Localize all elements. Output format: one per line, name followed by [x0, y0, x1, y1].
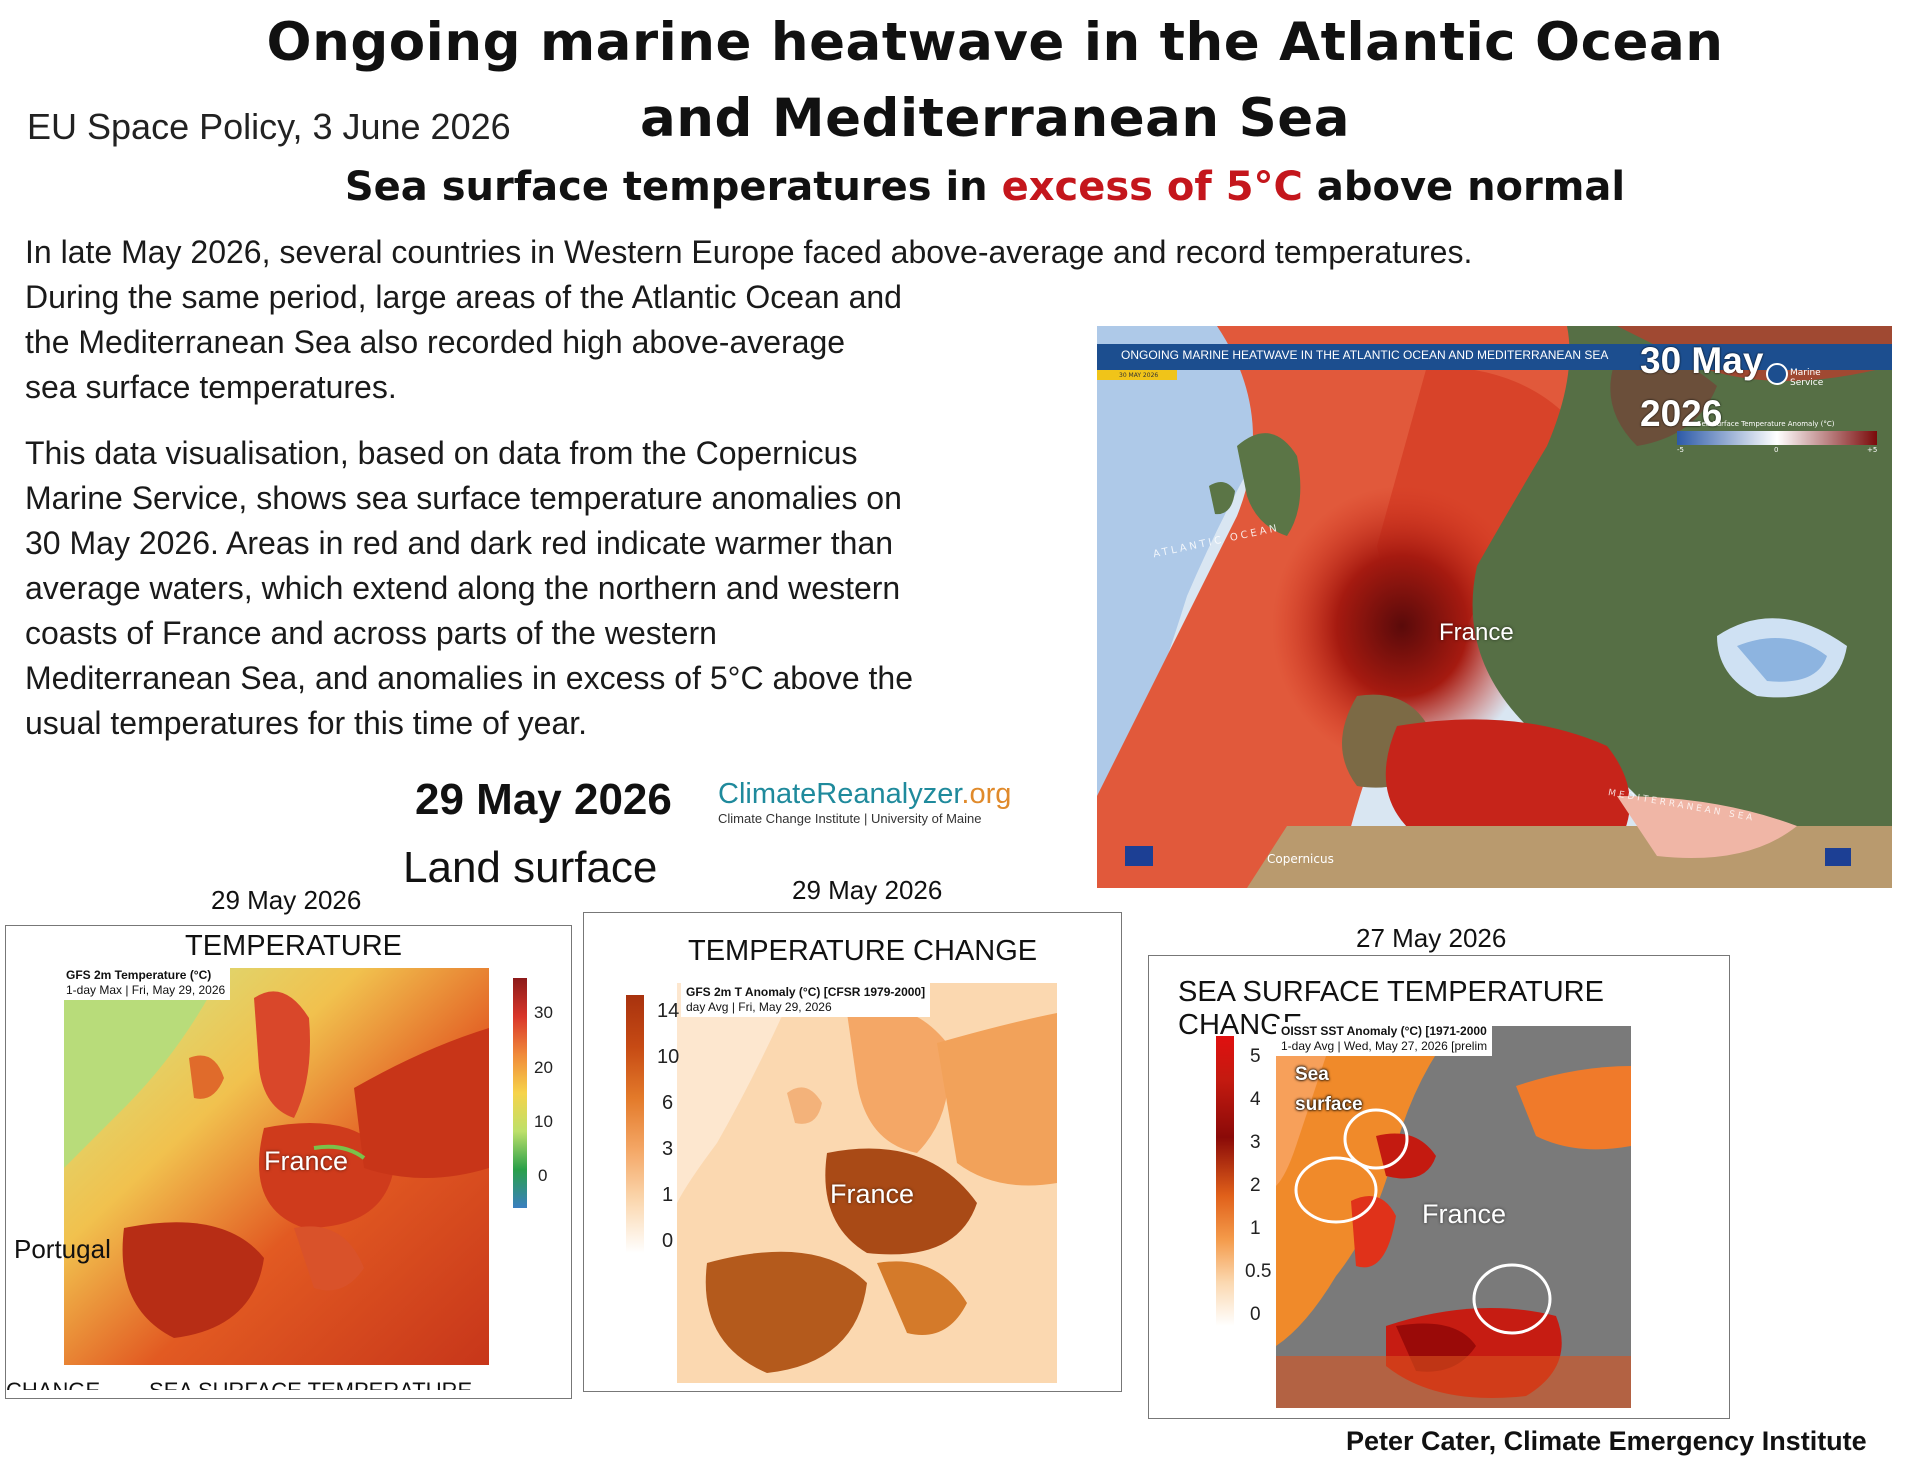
panel-change-title: TEMPERATURE CHANGE	[688, 935, 1038, 967]
change-tick: 0	[662, 1230, 674, 1252]
credit: Peter Cater, Climate Emergency Institute	[1346, 1426, 1867, 1456]
paragraph-1-line: the Mediterranean Sea also recorded high…	[25, 324, 846, 360]
legend-tick-min: -5	[1677, 446, 1684, 454]
marine-service-line1: Marine	[1790, 368, 1821, 378]
copernicus-map-graphic	[1097, 326, 1892, 888]
change-tick: 6	[662, 1092, 674, 1114]
temperature-inset-line2: 1-day Max | Fri, May 29, 2026	[66, 983, 226, 997]
title-line-2: and Mediterranean Sea	[639, 88, 1350, 149]
map-date-line2: 2026	[1640, 393, 1723, 434]
paragraph-1: During the same period, large areas of t…	[25, 275, 902, 410]
logo-suffix: .org	[961, 778, 1012, 810]
legend-tick-mid: 0	[1774, 446, 1779, 454]
sst-tick: 4	[1250, 1089, 1261, 1110]
paragraph-1-line: During the same period, large areas of t…	[25, 279, 902, 315]
panel-temperature-title: TEMPERATURE	[185, 930, 402, 962]
paragraph-2-line: This data visualisation, based on data f…	[25, 435, 858, 471]
temperature-inset: GFS 2m Temperature (°C) 1-day Max | Fri,…	[61, 966, 231, 1000]
change-inset: GFS 2m T Anomaly (°C) [CFSR 1979-2000] d…	[681, 983, 931, 1017]
panel-change-date: 29 May 2026	[792, 875, 943, 905]
copernicus-sst-map: ONGOING MARINE HEATWAVE IN THE ATLANTIC …	[1097, 326, 1892, 888]
sst-inset-line1: OISST SST Anomaly (°C) [1971-2000	[1281, 1024, 1487, 1038]
paragraph-2-line: 30 May 2026. Areas in red and dark red i…	[25, 525, 894, 561]
land-date: 29 May 2026	[415, 775, 672, 824]
paragraph-2: This data visualisation, based on data f…	[25, 431, 913, 746]
copernicus-footer-logo: Copernicus	[1267, 852, 1334, 866]
copernicus-banner-date: 30 MAY 2026	[1119, 372, 1159, 379]
temperature-inset-line1: GFS 2m Temperature (°C)	[66, 968, 212, 982]
source-date: EU Space Policy, 3 June 2026	[27, 106, 511, 147]
panel-temperature: TEMPERATURE GFS 2m Temperature (°C) 1-da…	[5, 925, 572, 1399]
change-france-label: France	[830, 1179, 915, 1209]
paragraph-2-line: usual temperatures for this time of year…	[25, 705, 588, 741]
subtitle-post: above normal	[1302, 164, 1626, 210]
sst-tick: 3	[1250, 1132, 1261, 1153]
legend-tick-max: +5	[1867, 446, 1878, 454]
temperature-portugal-label: Portugal	[14, 1234, 111, 1264]
sst-france-label: France	[1422, 1199, 1507, 1229]
climate-reanalyzer-logo: ClimateReanalyzer.org Climate Change Ins…	[718, 778, 1011, 826]
map-date-label: 30 May 2026	[1640, 334, 1763, 440]
eu-flag-icon	[1125, 846, 1153, 866]
panel-change: TEMPERATURE CHANGE GFS 2m T Anomaly (°C)…	[583, 912, 1122, 1392]
change-inset-line1: GFS 2m T Anomaly (°C) [CFSR 1979-2000]	[686, 985, 926, 999]
change-tick: 14	[657, 1000, 680, 1022]
temperature-colorbar	[513, 978, 527, 1208]
sst-inset: OISST SST Anomaly (°C) [1971-2000 1-day …	[1276, 1022, 1493, 1056]
sst-tick: 2	[1250, 1175, 1261, 1196]
copernicus-banner: ONGOING MARINE HEATWAVE IN THE ATLANTIC …	[1121, 348, 1609, 362]
marine-service-logo: Marine Service	[1790, 368, 1823, 388]
change-tick: 10	[657, 1046, 680, 1068]
temperature-tick: 0	[538, 1166, 548, 1185]
sst-inset-line2: 1-day Avg | Wed, May 27, 2026 [prelim	[1281, 1039, 1488, 1053]
paragraph-2-line: average waters, which extend along the n…	[25, 570, 901, 606]
paragraph-2-line: Mediterranean Sea, and anomalies in exce…	[25, 660, 913, 696]
change-tick: 3	[662, 1138, 674, 1160]
temperature-tick: 10	[534, 1112, 553, 1131]
panel-temperature-date: 29 May 2026	[211, 885, 362, 915]
sst-map	[1276, 1026, 1631, 1408]
subtitle: Sea surface temperatures in excess of 5°…	[0, 164, 1920, 210]
change-inset-line2: day Avg | Fri, May 29, 2026	[686, 1000, 832, 1014]
eu-flag-icon-right	[1825, 848, 1851, 866]
paragraph-1-line: sea surface temperatures.	[25, 369, 397, 405]
sst-annotation: Sea surface	[1295, 1060, 1363, 1120]
logo-subtitle: Climate Change Institute | University of…	[718, 811, 982, 826]
temperature-france-label: France	[264, 1146, 349, 1176]
logo-main: ClimateReanalyzer	[718, 778, 962, 810]
sst-colorbar	[1216, 1036, 1234, 1326]
change-tick: 1	[662, 1184, 674, 1206]
temperature-tick: 20	[534, 1058, 553, 1077]
paragraph-2-line: Marine Service, shows sea surface temper…	[25, 480, 902, 516]
subtitle-highlight: excess of 5°C	[1001, 164, 1303, 210]
sst-annotation-line1: Sea	[1295, 1064, 1329, 1085]
change-colorbar	[626, 995, 644, 1253]
temperature-tick: 30	[534, 1003, 553, 1022]
panel-sst-date: 27 May 2026	[1356, 923, 1507, 953]
map-date-line1: 30 May	[1640, 340, 1764, 381]
title-line-1: Ongoing marine heatwave in the Atlantic …	[266, 12, 1724, 73]
copernicus-france-label: France	[1439, 619, 1514, 646]
panel-sst: SEA SURFACE TEMPERATURE CHANGE OISST SST…	[1148, 955, 1730, 1419]
legend-title: Sea Surface Temperature Anomaly (°C)	[1697, 420, 1835, 428]
subtitle-pre: Sea surface temperatures in	[344, 164, 1002, 210]
paragraph-2-line: coasts of France and across parts of the…	[25, 615, 717, 651]
temperature-map	[64, 968, 489, 1365]
sst-tick: 5	[1250, 1046, 1261, 1067]
sst-tick: 1	[1250, 1218, 1261, 1239]
sst-tick: 0	[1250, 1304, 1261, 1325]
sst-tick: 0.5	[1245, 1261, 1272, 1282]
temperature-cut-text: CHANGE SEA SURFACE TEMPERATURE	[6, 1378, 472, 1390]
land-caption: Land surface	[403, 843, 658, 892]
temperature-change-map	[677, 983, 1057, 1383]
marine-service-line2: Service	[1790, 378, 1824, 388]
intro-paragraph: In late May 2026, several countries in W…	[25, 234, 1473, 270]
sst-annotation-line2: surface	[1295, 1094, 1363, 1115]
